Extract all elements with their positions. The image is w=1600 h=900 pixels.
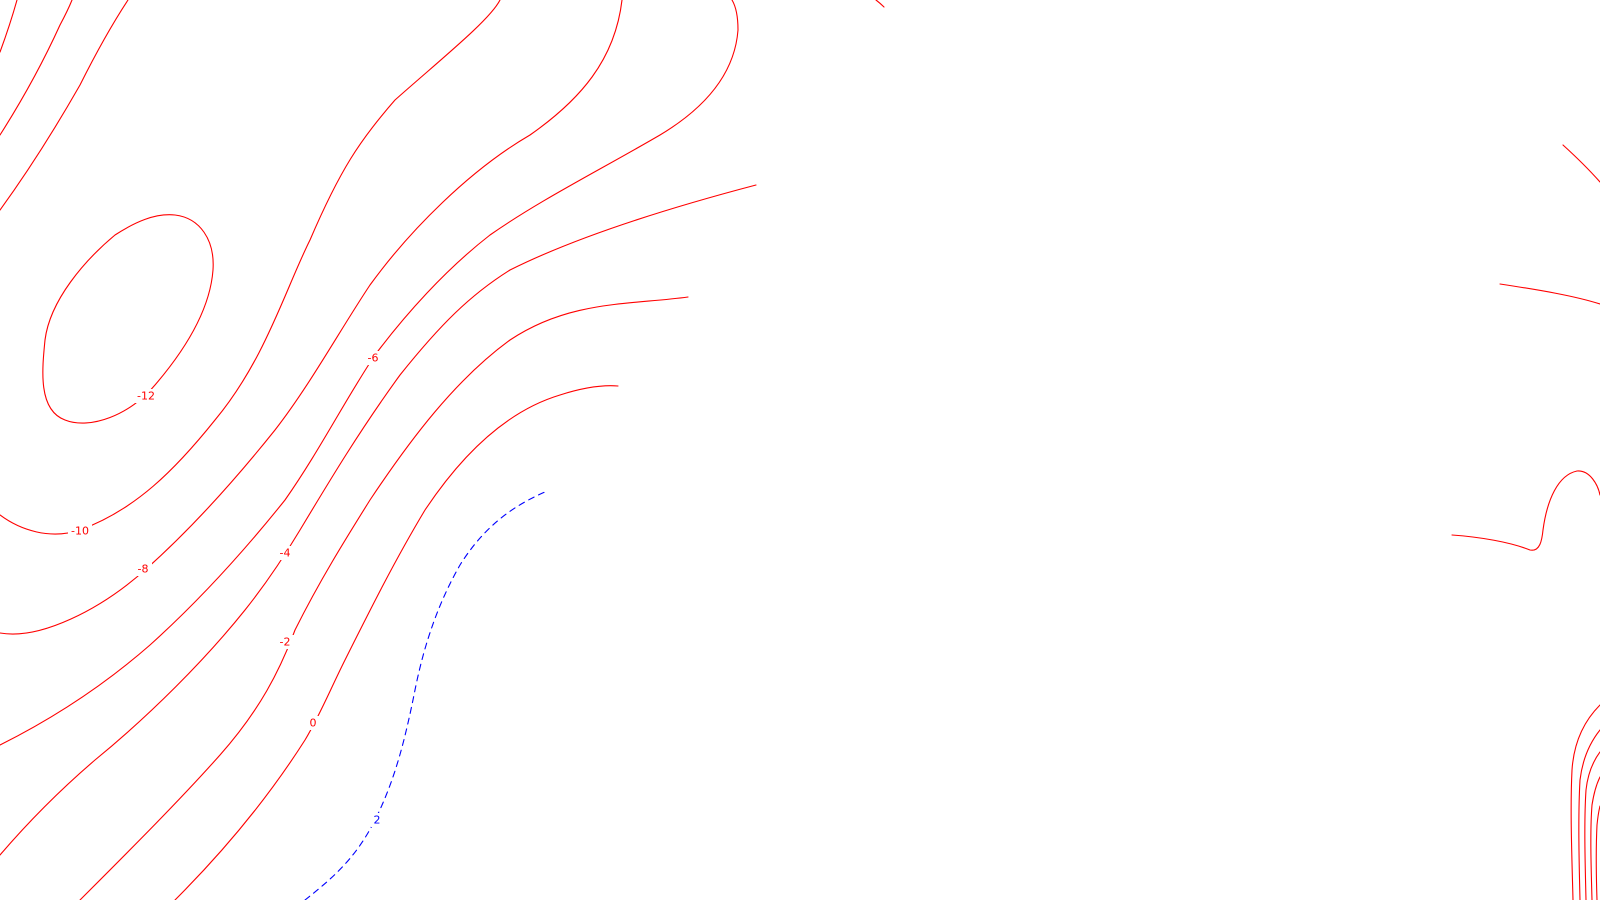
contour-line-minus6 bbox=[0, 0, 739, 746]
contour-label-plus2: 2 bbox=[374, 814, 381, 827]
contour-line-zero bbox=[174, 385, 619, 900]
contour-line-right-b bbox=[1499, 283, 1600, 305]
contour-label-minus12-group: -12 bbox=[134, 389, 158, 403]
contour-label-minus10-group: -10 bbox=[68, 524, 92, 538]
contour-label-minus6: -6 bbox=[368, 352, 379, 365]
contour-line-minus12 bbox=[42, 214, 214, 424]
contour-label-minus6-group: -6 bbox=[364, 351, 382, 365]
contour-line-right-c bbox=[1451, 470, 1600, 551]
contour-label-minus8: -8 bbox=[138, 563, 149, 576]
contour-line-minus2 bbox=[79, 296, 689, 900]
contour-line-edge-b bbox=[0, 0, 73, 136]
contour-line-right-pack-1 bbox=[1570, 704, 1600, 900]
contour-line-right-pack-3 bbox=[1584, 751, 1600, 900]
contour-label-minus4: -4 bbox=[280, 547, 291, 560]
contour-line-right-a bbox=[1562, 144, 1600, 183]
contour-label-minus4-group: -4 bbox=[276, 546, 294, 560]
contour-line-right-pack-4 bbox=[1590, 776, 1600, 900]
contour-label-plus2-group: 2 bbox=[371, 813, 383, 827]
contour-label-minus8-group: -8 bbox=[134, 562, 152, 576]
contour-label-zero: 0 bbox=[310, 717, 317, 730]
contour-line-right-pack-5 bbox=[1595, 805, 1600, 900]
contour-label-minus2: -2 bbox=[280, 636, 291, 649]
contour-label-minus2-group: -2 bbox=[276, 635, 294, 649]
contour-line-right-pack-2 bbox=[1578, 729, 1600, 900]
contour-label-minus10: -10 bbox=[71, 525, 89, 538]
contour-label-zero-group: 0 bbox=[307, 716, 319, 730]
contour-line-minus8 bbox=[0, 0, 623, 635]
contour-line-edge-c bbox=[0, 0, 129, 211]
contour-line-edge-a bbox=[0, 0, 18, 53]
contour-line-top-fragment bbox=[875, 0, 885, 8]
contour-line-minus10 bbox=[0, 0, 501, 535]
contour-line-plus2 bbox=[304, 491, 546, 900]
contour-line-minus4 bbox=[0, 184, 757, 856]
contour-label-minus12: -12 bbox=[137, 390, 155, 403]
